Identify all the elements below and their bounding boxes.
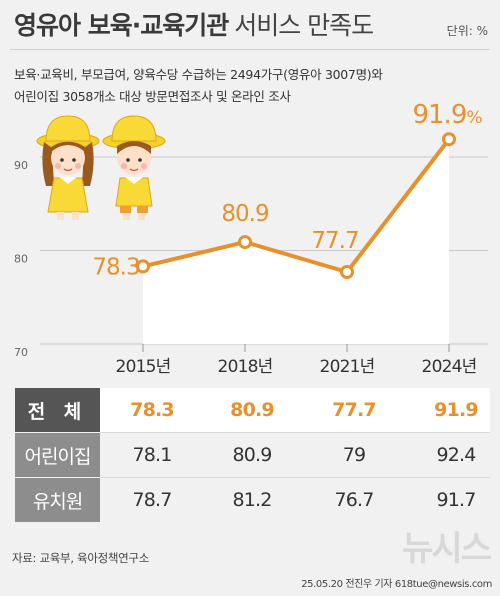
percent-suffix: %	[466, 108, 482, 128]
table-cell: 78.1	[132, 444, 172, 466]
xtick-label: 2024년	[422, 357, 477, 377]
table-cell: 92.4	[436, 444, 476, 466]
table-cell: 78.3	[130, 399, 174, 421]
area-fill	[143, 139, 449, 344]
table-row: 어린이집 78.1 80.9 79 92.4	[15, 433, 490, 477]
table-cell: 79	[342, 444, 366, 466]
page-title: 영유아 보육·교육기관 서비스 만족도	[14, 9, 374, 46]
children-illustration	[36, 115, 166, 220]
description-line-2: 어린이집 3058개소 대상 방문면접조사 및 온라인 조사	[14, 89, 291, 104]
xtick-label: 2021년	[320, 357, 375, 377]
table-cell: 78.7	[132, 489, 172, 511]
table-row: 전 체 78.3 80.9 77.7 91.9	[15, 388, 490, 432]
ytick-label: 80	[14, 253, 28, 266]
data-point	[340, 265, 354, 280]
table-cell: 77.7	[332, 399, 376, 421]
child-right	[102, 115, 166, 220]
child-left	[36, 115, 100, 220]
data-point	[136, 259, 150, 274]
series-line	[141, 137, 451, 275]
data-label: 78.3	[92, 254, 139, 280]
row-separator	[100, 477, 490, 478]
data-point	[442, 132, 456, 147]
header: 영유아 보육·교육기관 서비스 만족도 단위: %	[0, 0, 500, 50]
newsis-logo: 뉴시스	[402, 529, 492, 569]
table-row: 유치원 78.7 81.2 76.7 91.7	[15, 478, 490, 522]
row-header: 유치원	[15, 478, 100, 522]
data-label: 77.7	[311, 228, 358, 254]
description: 보육·교육비, 부모급여, 양육수당 수급하는 2494가구(영유아 3007명…	[14, 64, 383, 108]
title-bold: 영유아 보육·교육기관	[14, 11, 229, 40]
data-label: 80.9	[221, 201, 269, 227]
row-separator	[100, 432, 490, 433]
row-header: 어린이집	[15, 433, 100, 477]
unit-label: 단위: %	[446, 24, 488, 38]
data-label: 91.9%	[412, 100, 482, 130]
table-cell: 91.9	[434, 399, 478, 421]
title-rule	[10, 49, 490, 50]
row-header: 전 체	[15, 388, 100, 432]
description-line-1: 보육·교육비, 부모급여, 양육수당 수급하는 2494가구(영유아 3007명…	[14, 67, 383, 82]
table-cell: 80.9	[230, 399, 274, 421]
data-point	[238, 235, 252, 250]
table-cell: 76.7	[334, 489, 374, 511]
line-chart: 78.3 80.9 77.7 91.9% 70 80 90 2015년 2018년 2021년…	[14, 100, 488, 377]
ytick-label: 90	[14, 159, 28, 172]
xtick-label: 2018년	[218, 357, 273, 377]
table-cell: 80.9	[232, 444, 272, 466]
ytick-label: 70	[14, 346, 28, 359]
table-cell: 91.7	[436, 489, 476, 511]
xtick-label: 2015년	[116, 357, 171, 377]
table-cell: 81.2	[232, 489, 272, 511]
credit-text: 25.05.20 전진우 기자 618tue@newsis.com	[301, 579, 492, 590]
title-light: 서비스 만족도	[234, 11, 374, 40]
source-text: 자료: 교육부, 육아정책연구소	[12, 551, 149, 565]
